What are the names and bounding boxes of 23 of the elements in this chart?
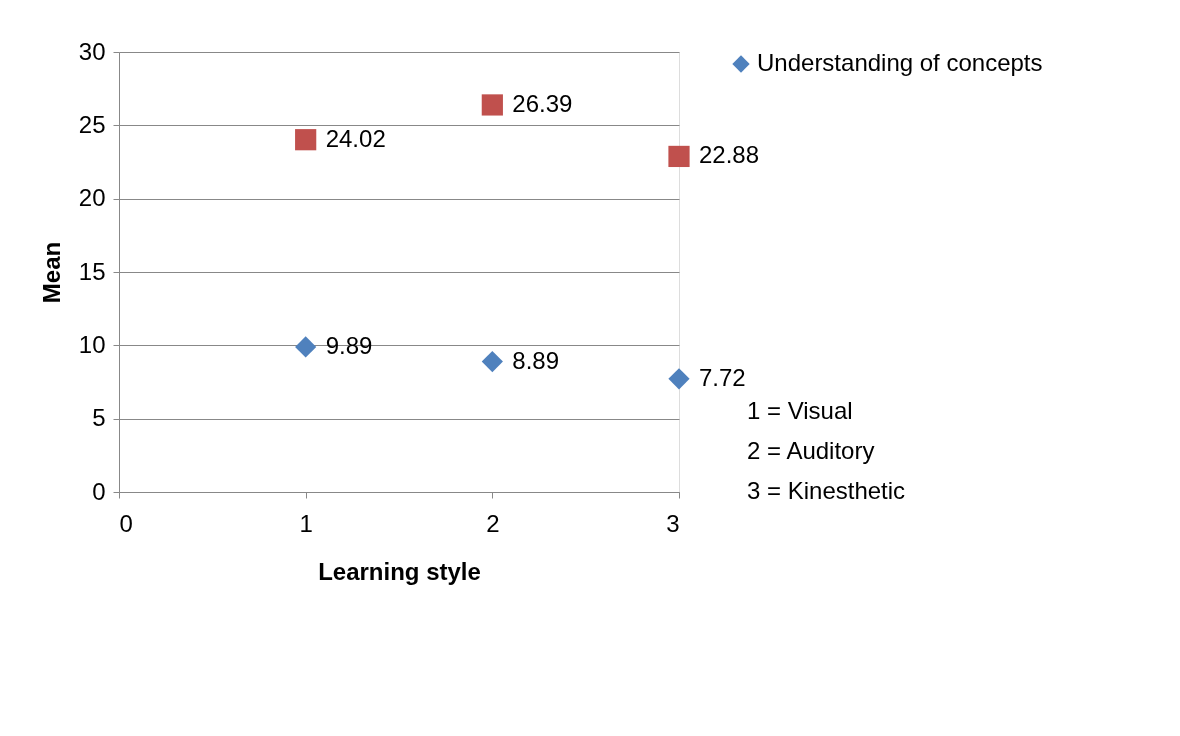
x-tick-label: 0 (119, 509, 133, 537)
data-label: 24.02 (325, 124, 386, 152)
legend-label: Understanding of concepts (757, 49, 1043, 76)
y-tick-label: 15 (78, 257, 106, 285)
data-label: 22.88 (699, 141, 760, 169)
y-axis-title: Mean (37, 241, 65, 304)
y-tick-label: 5 (92, 404, 106, 432)
data-label: 9.89 (325, 331, 373, 359)
x-axis-title: Learning style (318, 557, 481, 585)
y-tick-label: 30 (78, 37, 106, 65)
data-label: 7.72 (699, 363, 746, 391)
y-tick-label: 25 (78, 110, 106, 138)
data-label: 8.89 (512, 346, 560, 374)
text: 2 = Auditory (747, 437, 875, 464)
text: 3 = Kinesthetic (747, 477, 906, 504)
data-label: 26.39 (512, 89, 573, 117)
x-tick-label: 2 (486, 509, 500, 537)
y-tick-label: 0 (92, 477, 106, 505)
y-tick-label: 10 (78, 330, 106, 358)
y-tick-label: 20 (78, 184, 106, 212)
x-tick-label: 1 (299, 509, 313, 537)
x-tick-label: 3 (666, 509, 680, 537)
text: 1 = Visual (747, 397, 853, 424)
